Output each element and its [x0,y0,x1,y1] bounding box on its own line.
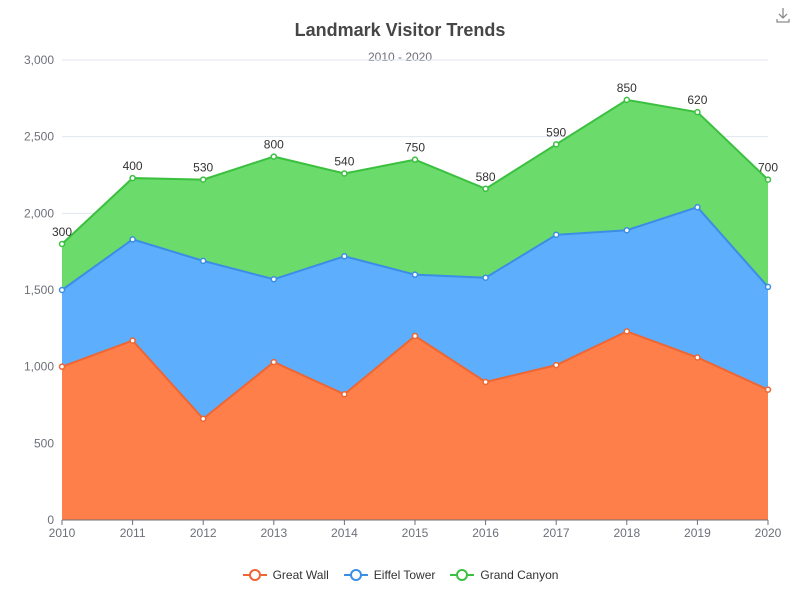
point-grand-canyon [270,153,278,160]
point-eiffel-tower [199,257,207,265]
area-grand-canyon [62,99,768,290]
point-grand-canyon [552,141,560,148]
data-label-grand-canyon: 700 [758,161,778,175]
x-tick-label: 2020 [755,526,782,540]
point-great-wall [764,386,772,393]
point-grand-canyon [764,176,772,183]
point-eiffel-tower [411,271,419,278]
download-icon-glyph [776,8,790,23]
point-great-wall [270,358,278,366]
y-tick-label: 500 [34,436,54,450]
legend-marker-icon [242,569,267,581]
point-grand-canyon [58,240,66,248]
data-label-grand-canyon: 620 [687,93,707,107]
point-eiffel-tower [694,203,701,211]
data-label-grand-canyon: 750 [405,141,425,155]
y-tick-label: 3,000 [24,53,54,67]
legend-marker-icon [343,569,368,581]
point-grand-canyon [411,156,419,163]
point-eiffel-tower [58,286,66,294]
data-label-grand-canyon: 540 [334,154,354,168]
area-great-wall [62,331,768,520]
legend-label: Grand Canyon [480,568,559,582]
point-eiffel-tower [552,231,560,239]
x-tick-label: 2016 [472,526,499,540]
legend-item-great-wall[interactable]: Great Wall [242,568,329,582]
point-eiffel-tower [623,226,631,234]
x-tick-label: 2015 [402,526,429,540]
point-grand-canyon [694,108,701,116]
y-tick-label: 2,000 [24,206,54,220]
x-tick-label: 2019 [684,526,711,540]
data-label-grand-canyon: 580 [476,170,496,184]
point-grand-canyon [129,174,136,182]
point-great-wall [411,332,419,340]
point-eiffel-tower [270,276,278,283]
legend-label: Great Wall [272,568,329,582]
legend-marker-icon [450,569,475,581]
x-tick-label: 2011 [120,526,146,540]
point-layer [58,96,772,423]
point-grand-canyon [623,96,631,104]
point-eiffel-tower [341,253,348,260]
y-tick-label: 1,500 [24,283,54,297]
point-eiffel-tower [482,274,489,281]
data-label-grand-canyon: 400 [123,159,143,173]
point-great-wall [199,415,207,423]
data-label-grand-canyon: 530 [193,161,213,175]
point-great-wall [694,354,701,361]
x-tick-label: 2012 [190,526,217,540]
download-icon[interactable] [774,6,792,24]
legend-item-eiffel-tower[interactable]: Eiffel Tower [343,568,436,582]
x-tick-label: 2018 [613,526,640,540]
point-grand-canyon [482,185,489,193]
point-eiffel-tower [764,283,772,291]
point-great-wall [58,363,66,370]
point-great-wall [129,337,136,344]
chart-legend: Great Wall Eiffel Tower Grand Canyon [0,568,800,582]
x-tick-label: 2013 [260,526,287,540]
area-eiffel-tower [62,207,768,419]
point-great-wall [623,328,631,335]
x-tick-label: 2017 [543,526,570,540]
label-layer: 300 400 530 800 540 750 580 590 850 620 700 [52,81,778,239]
point-great-wall [482,378,489,386]
area-layer [62,99,768,520]
x-tick-label: 2014 [331,526,358,540]
point-great-wall [552,361,560,369]
y-tick-label: 2,500 [24,130,54,144]
legend-item-grand-canyon[interactable]: Grand Canyon [449,568,558,582]
point-great-wall [341,391,348,398]
point-grand-canyon [199,176,207,183]
y-tick-label: 0 [47,513,54,527]
x-tick-label: 2010 [49,526,76,540]
y-tick-label: 1,000 [24,360,54,374]
legend-label: Eiffel Tower [373,568,436,582]
data-label-grand-canyon: 800 [264,138,284,152]
chart-title: Landmark Visitor Trends [294,20,506,40]
data-label-grand-canyon: 590 [546,125,566,139]
axis-layer: 0 500 1,000 1,500 2,000 2,500 3,000 2010 2011 201… [24,53,782,540]
data-label-grand-canyon: 850 [617,81,637,95]
data-label-grand-canyon: 300 [52,225,72,239]
point-eiffel-tower [129,236,136,243]
point-grand-canyon [341,170,348,177]
